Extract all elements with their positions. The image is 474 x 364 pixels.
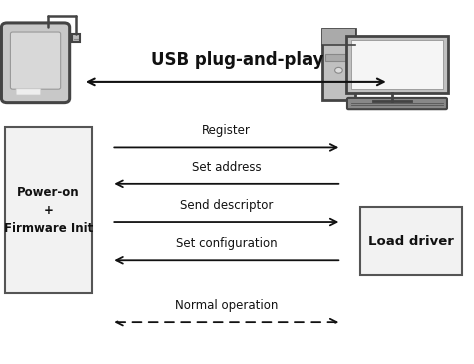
- FancyBboxPatch shape: [322, 29, 355, 100]
- Text: Load driver: Load driver: [368, 235, 454, 248]
- FancyBboxPatch shape: [346, 36, 448, 93]
- FancyBboxPatch shape: [325, 54, 352, 61]
- FancyBboxPatch shape: [5, 127, 92, 293]
- Text: Register: Register: [202, 124, 251, 137]
- Text: Power-on
+
Firmware Init: Power-on + Firmware Init: [4, 186, 93, 235]
- Text: Normal operation: Normal operation: [174, 299, 278, 312]
- FancyBboxPatch shape: [1, 23, 70, 103]
- FancyBboxPatch shape: [10, 32, 61, 89]
- FancyBboxPatch shape: [72, 34, 80, 42]
- Text: Set configuration: Set configuration: [175, 237, 277, 250]
- FancyBboxPatch shape: [347, 98, 447, 109]
- FancyBboxPatch shape: [360, 207, 462, 275]
- FancyBboxPatch shape: [322, 29, 355, 45]
- FancyBboxPatch shape: [351, 40, 443, 89]
- Text: Set address: Set address: [191, 161, 261, 174]
- FancyBboxPatch shape: [16, 89, 41, 95]
- Circle shape: [335, 67, 342, 73]
- Text: USB plug-and-play: USB plug-and-play: [151, 51, 323, 69]
- Text: Send descriptor: Send descriptor: [180, 199, 273, 212]
